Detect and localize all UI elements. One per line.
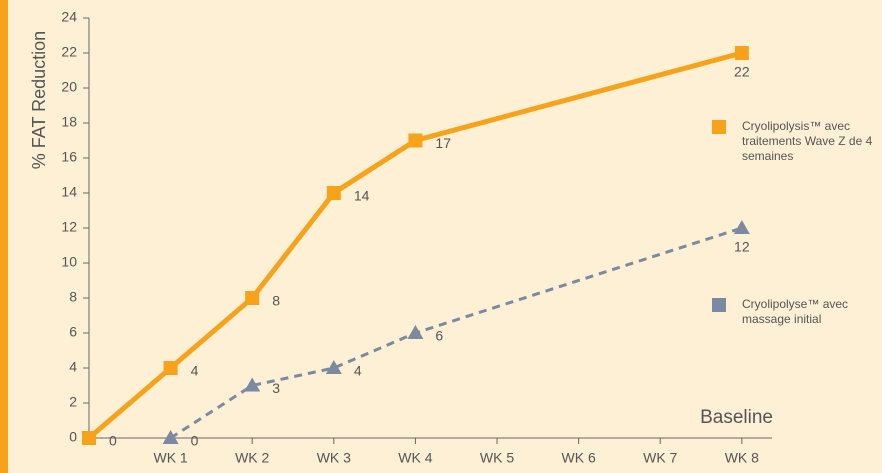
y-tick-label: 20 [61,79,77,95]
series-line [169,226,743,440]
y-tick-label: 4 [69,359,77,375]
x-tick-label: WK 3 [317,450,351,466]
y-tick-label: 22 [61,44,77,60]
marker [733,220,750,234]
x-axis-title: Baseline [700,407,773,428]
marker [244,377,261,392]
marker [162,430,179,444]
marker [325,360,342,374]
y-tick-label: 24 [61,9,77,25]
x-tick-label: WK 5 [480,450,514,466]
y-tick-label: 8 [69,289,77,305]
y-tick-label: 10 [61,254,77,270]
marker [82,431,96,445]
data-label: 0 [191,433,199,449]
y-tick-label: 0 [69,429,77,445]
legend-swatch [712,120,726,134]
marker [408,133,423,148]
y-tick-label: 16 [61,149,77,165]
y-tick-label: 18 [61,114,77,130]
side-strip [0,0,8,473]
legend-swatch [712,298,726,312]
data-label: 17 [435,135,451,151]
data-label: 4 [191,363,199,379]
x-tick-label: WK 1 [153,450,187,466]
data-label: 4 [354,363,362,379]
series-line [87,50,743,440]
data-label: 0 [109,433,117,449]
data-label: 8 [272,293,280,309]
x-tick-label: WK 6 [562,450,596,466]
y-tick-label: 12 [61,219,77,235]
y-tick-label: 2 [69,394,77,410]
y-tick-label: 6 [69,324,77,340]
marker [326,186,341,200]
y-axis-title: % FAT Reduction [29,31,49,169]
data-label: 6 [435,328,443,344]
data-label: 3 [272,380,280,396]
marker [407,325,424,339]
x-tick-label: WK 2 [235,450,269,466]
data-label: 12 [734,239,750,255]
legend-label: Cryolipolyse™ avec massage initial [742,297,849,326]
marker [245,291,260,305]
marker [734,46,749,60]
marker [163,361,178,375]
x-tick-label: WK 4 [398,450,432,466]
x-tick-label: WK 7 [643,450,677,466]
legend-label: Cryolipolysis™ avec traitements Wave Z d… [742,119,873,163]
data-label: 14 [354,188,370,204]
data-label: 22 [734,64,750,80]
x-tick-label: WK 8 [725,450,759,466]
y-tick-label: 14 [61,184,77,200]
